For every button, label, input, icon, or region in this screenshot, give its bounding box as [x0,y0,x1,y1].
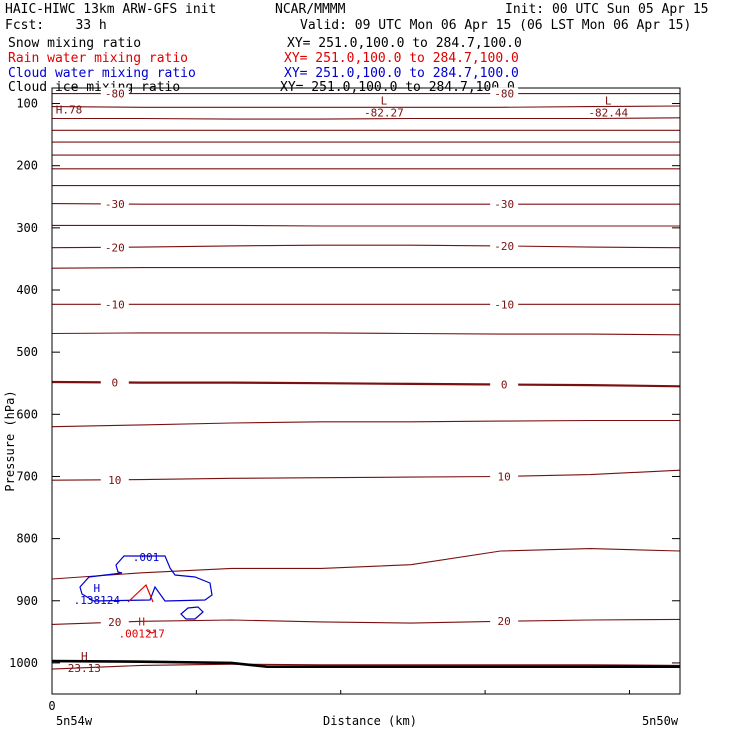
y-tick-label: 300 [16,221,38,235]
isotherm-label-bg [100,298,129,311]
isotherm-25 [51,663,681,670]
isotherm-label-bg [490,87,519,100]
isotherm-label: -20 [105,241,125,254]
extremum-value: -82.27 [364,107,404,120]
isotherm-label-bg [100,616,129,629]
extremum-value: 23.13 [68,662,101,675]
init-time: Init: 00 UTC Sun 05 Apr 15 [505,2,709,17]
org-label: NCAR/MMMM [275,2,346,17]
isotherm-layer [51,93,681,670]
valid-time: Valid: 09 UTC Mon 06 Apr 15 (06 LST Mon … [300,18,692,33]
isotherm--15 [51,267,680,269]
isotherm-label: -20 [494,240,514,253]
isotherm-label-bg [100,198,129,211]
isotherm-label: -10 [105,298,125,311]
extremum-marker: H [138,615,145,628]
isotherm-15 [51,548,681,580]
isotherm-label: 20 [108,616,121,629]
extremum-marker: H [94,582,101,595]
isotherm--60 [52,117,681,120]
terrain-line [51,659,680,669]
field-name-rain: Rain water mixing ratio [8,51,189,66]
extremum-marker: L [605,95,612,108]
y-tick-label: 600 [16,407,38,421]
forecast-hour: Fcst: 33 h [5,18,107,33]
cloud-water-small-cell [180,606,204,620]
terrain-layer [51,659,680,669]
isotherm--30 [51,203,680,205]
field-name-cloud-water: Cloud water mixing ratio [8,66,196,81]
isotherm-label: -80 [494,88,514,101]
x-tick-label-start: 5n54w [56,714,93,728]
y-axis-label: Pressure (hPa) [3,390,17,491]
isotherm-label: -10 [494,298,514,311]
cloud-water-contour-label: .001 [133,551,160,564]
field-xy-rain: XY= 251.0,100.0 to 284.7,100.0 [284,51,519,66]
y-tick-label: 900 [16,594,38,608]
extremum-marker: L [381,95,388,108]
isotherm-label: 10 [498,470,511,483]
rain-water-contour [146,630,157,634]
isotherm-20 [51,618,681,625]
isotherm-label: 20 [498,615,511,628]
field-xy-snow: XY= 251.0,100.0 to 284.7,100.0 [287,36,522,51]
cloud-water-contour [79,555,213,602]
x-axis-label: Distance (km) [323,714,417,728]
rain-water-contour-tip [127,583,154,603]
isotherm--20 [51,244,681,249]
y-tick-label: 500 [16,345,38,359]
isotherm-label-bg [490,470,519,483]
extremum-marker: H [81,650,88,663]
isotherm-label-bg [100,376,129,389]
y-tick-label: 100 [16,97,38,111]
isotherm-5 [51,419,680,428]
isotherm-label-bg [490,615,519,628]
isotherm-label: -30 [494,198,514,211]
isotherm--5 [51,332,681,336]
y-tick-label: 200 [16,159,38,173]
isotherm-label: 0 [501,378,508,391]
model-title: HAIC-HIWC 13km ARW-GFS init [5,2,217,17]
field-xy-cloud-water: XY= 251.0,100.0 to 284.7,100.0 [284,66,519,81]
isotherm-label-bg [490,378,519,391]
isotherm-label-bg [490,239,519,252]
y-tick-label: 700 [16,469,38,483]
isotherm-label: -80 [105,88,125,101]
isotherm-label: 0 [111,376,118,389]
isotherm-label-bg [100,241,129,254]
isotherm-label: 10 [108,474,121,487]
isotherm-10 [51,469,681,481]
plot-border [51,87,681,695]
field-name-snow: Snow mixing ratio [8,36,142,51]
isotherm-label-bg [100,87,129,100]
extremum-value: .138124 [74,594,121,607]
isotherm-label-bg [490,298,519,311]
x-tick-label-end: 5n50w [642,714,679,728]
isotherm-0 [51,380,681,388]
cloud-water-layer [79,555,213,634]
isotherm-label: -30 [105,198,125,211]
x-tick-label-zero: 0 [48,699,55,713]
y-tick-label: 1000 [9,656,38,670]
isotherm-label-bg [100,473,129,486]
y-tick-label: 800 [16,532,38,546]
isotherm--25 [52,224,680,227]
isotherm-label-bg [490,198,519,211]
extremum-label: H.78 [56,104,82,117]
isotherm--70 [51,105,681,108]
extremum-value: .001217 [119,627,165,640]
y-tick-label: 400 [16,283,38,297]
extremum-value: -82.44 [588,107,628,120]
